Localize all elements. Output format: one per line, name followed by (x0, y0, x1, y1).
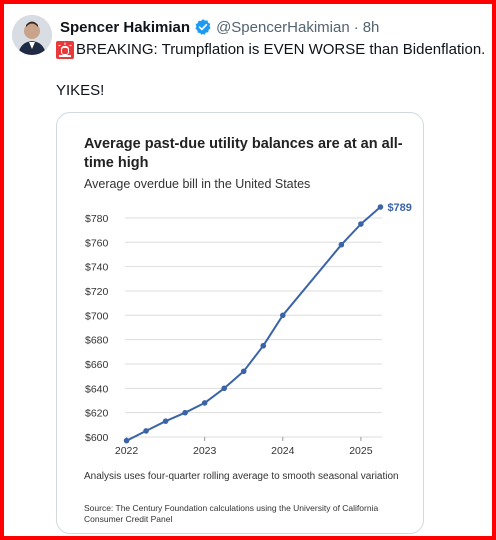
data-point (182, 409, 188, 416)
data-point (221, 385, 228, 392)
data-point (338, 241, 345, 248)
separator-dot: · (353, 18, 359, 36)
chart-source: Source: The Century Foundation calculati… (84, 503, 379, 524)
line-chart: $600 $620 $640 $660 $680 $700 $720 $740 $760 $780… (85, 202, 412, 457)
y-tick-label: $640 (85, 383, 109, 395)
x-tick-label: 2024 (271, 445, 295, 457)
tweet-text-line1: BREAKING: Trumpflation is EVEN WORSE tha… (56, 40, 485, 60)
avatar-image (12, 15, 52, 55)
post-time[interactable]: 8h (362, 18, 380, 36)
data-point (358, 221, 364, 227)
data-point (162, 418, 169, 424)
author-handle[interactable]: @SpencerHakimian (216, 18, 350, 36)
author-name[interactable]: Spencer Hakimian (60, 18, 191, 36)
y-tick-label: $700 (85, 310, 109, 322)
data-point (260, 342, 267, 349)
y-tick-label: $760 (85, 237, 109, 249)
data-point (201, 400, 208, 406)
chart-card[interactable]: Average past-due utility balances are at… (56, 112, 424, 534)
chart-note: Analysis uses four-quarter rolling avera… (84, 471, 399, 482)
tweet-text: BREAKING: Trumpflation is EVEN WORSE tha… (76, 41, 486, 58)
tweet-text-line2: YIKES! (56, 82, 105, 99)
avatar[interactable] (12, 15, 52, 55)
series-line (126, 206, 382, 442)
y-tick-label: $780 (85, 213, 109, 225)
x-tick-label: 2022 (115, 445, 139, 457)
x-tick-label: 2025 (349, 445, 373, 457)
verified-badge-icon (194, 18, 212, 36)
end-value-label: $789 (387, 202, 411, 214)
data-point (123, 437, 130, 444)
screenshot-frame: Spencer Hakimian @SpencerHakimian · 8h B… (4, 4, 492, 536)
y-tick-label: $720 (85, 286, 109, 298)
tweet-header: Spencer Hakimian @SpencerHakimian · 8h (60, 16, 379, 38)
y-tick-label: $600 (85, 432, 109, 444)
y-tick-label: $660 (85, 359, 109, 371)
y-tick-label: $740 (85, 262, 109, 274)
data-point (143, 428, 149, 434)
data-point (377, 204, 384, 210)
siren-emoji-icon (56, 41, 74, 59)
x-tick-label: 2023 (193, 445, 217, 457)
chart-subtitle: Average overdue bill in the United State… (84, 177, 311, 191)
data-point (240, 368, 247, 375)
y-tick-label: $620 (85, 408, 109, 420)
y-tick-label: $680 (85, 335, 109, 347)
chart-title: Average past-due utility balances are at… (84, 136, 403, 171)
data-point (279, 312, 286, 319)
